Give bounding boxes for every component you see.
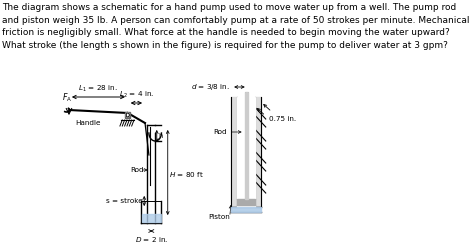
Text: Rod: Rod xyxy=(130,167,144,173)
Bar xyxy=(231,207,261,212)
Circle shape xyxy=(126,113,129,117)
Bar xyxy=(237,97,255,207)
Bar xyxy=(237,199,255,205)
Text: $L_2$ = 4 in.: $L_2$ = 4 in. xyxy=(119,90,154,100)
Text: The diagram shows a schematic for a hand pump used to move water up from a well.: The diagram shows a schematic for a hand… xyxy=(2,3,456,12)
Text: $D$ = 2 in.: $D$ = 2 in. xyxy=(135,235,168,244)
Text: $d$ = 3/8 in.: $d$ = 3/8 in. xyxy=(191,82,230,92)
Text: h: h xyxy=(158,133,163,139)
Text: Rod: Rod xyxy=(214,129,228,135)
Bar xyxy=(255,97,261,207)
Text: $F_\mathrm{A}$: $F_\mathrm{A}$ xyxy=(62,91,73,104)
Text: $H$ = 80 ft: $H$ = 80 ft xyxy=(169,170,204,179)
Text: friction is negligibly small. What force at the handle is needed to begin moving: friction is negligibly small. What force… xyxy=(2,28,450,37)
Bar xyxy=(231,97,237,207)
Text: What stroke (the length s shown in the figure) is required for the pump to deliv: What stroke (the length s shown in the f… xyxy=(2,41,448,50)
Text: s = stroke: s = stroke xyxy=(106,198,143,204)
Text: Handle: Handle xyxy=(75,120,101,126)
Bar xyxy=(126,112,130,118)
Text: and piston weigh 35 lb. A person can comfortably pump at a rate of 50 strokes pe: and piston weigh 35 lb. A person can com… xyxy=(2,15,470,24)
Bar xyxy=(245,92,248,199)
Text: $L_1$ = 28 in.: $L_1$ = 28 in. xyxy=(79,84,118,94)
Text: Piston: Piston xyxy=(208,214,230,220)
Text: 0.75 in.: 0.75 in. xyxy=(269,116,296,122)
Bar xyxy=(142,214,161,222)
